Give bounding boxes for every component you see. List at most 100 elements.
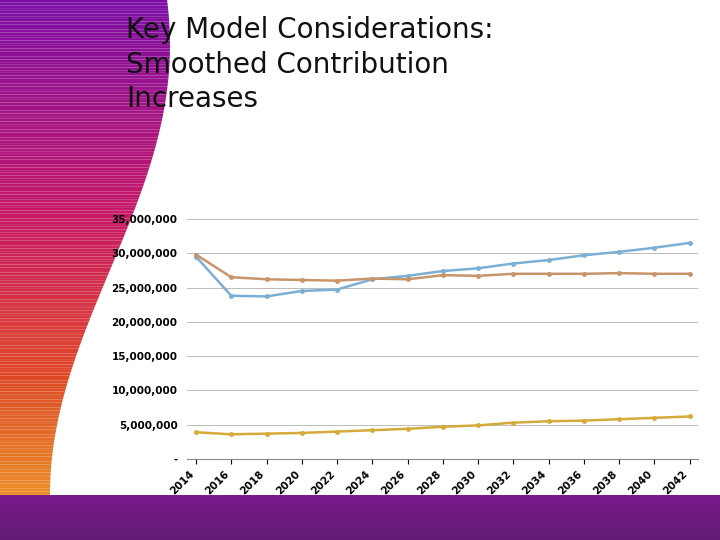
Polygon shape (0, 443, 54, 445)
Polygon shape (0, 534, 720, 536)
Polygon shape (0, 192, 141, 194)
Polygon shape (0, 454, 53, 456)
Polygon shape (0, 525, 720, 526)
Polygon shape (0, 418, 58, 421)
Polygon shape (0, 386, 66, 389)
Polygon shape (0, 54, 170, 57)
Polygon shape (0, 405, 61, 408)
Polygon shape (0, 178, 146, 181)
Tax Supported - Flat (615, 270, 624, 276)
Tax Supported - Smooth (544, 257, 553, 264)
Polygon shape (0, 159, 152, 162)
Rate Supported - Smooth (333, 428, 341, 435)
Tax Supported - Flat (227, 274, 235, 280)
Polygon shape (0, 162, 151, 165)
Polygon shape (0, 475, 50, 478)
Polygon shape (0, 518, 51, 521)
Polygon shape (0, 165, 150, 167)
Polygon shape (0, 329, 86, 332)
Tax Supported - Flat (685, 271, 694, 277)
Polygon shape (0, 400, 63, 402)
Polygon shape (0, 289, 102, 292)
Polygon shape (0, 251, 118, 254)
Polygon shape (0, 154, 153, 157)
Polygon shape (0, 184, 144, 186)
Tax Supported - Smooth (438, 268, 447, 274)
Rate Supported - Smooth (650, 415, 659, 421)
Polygon shape (0, 273, 109, 275)
Polygon shape (0, 275, 108, 278)
Polygon shape (0, 240, 122, 243)
Polygon shape (0, 427, 57, 429)
Polygon shape (0, 308, 94, 310)
Polygon shape (0, 3, 168, 5)
Tax Supported - Flat (403, 276, 412, 282)
Rate Supported - Smooth (509, 420, 518, 426)
Rate Supported - Smooth (262, 430, 271, 437)
Polygon shape (0, 504, 720, 505)
Polygon shape (0, 519, 720, 521)
Tax Supported - Flat (262, 276, 271, 282)
Polygon shape (0, 230, 127, 232)
Polygon shape (0, 536, 720, 537)
Polygon shape (0, 537, 720, 538)
Polygon shape (0, 478, 50, 481)
Text: Key Model Considerations:
Smoothed Contribution
Increases: Key Model Considerations: Smoothed Contr… (126, 16, 493, 113)
Tax Supported - Flat (368, 275, 377, 282)
Polygon shape (0, 127, 161, 130)
Polygon shape (0, 502, 50, 505)
Tax Supported - Flat (580, 271, 588, 277)
Polygon shape (0, 57, 170, 59)
Polygon shape (0, 181, 145, 184)
Tax Supported - Smooth (333, 286, 341, 293)
Rate Supported - Smooth (685, 413, 694, 420)
Polygon shape (0, 392, 65, 394)
Polygon shape (0, 505, 50, 508)
Polygon shape (0, 408, 60, 410)
Polygon shape (0, 248, 119, 251)
Polygon shape (0, 132, 159, 135)
Polygon shape (0, 5, 168, 8)
Polygon shape (0, 51, 170, 54)
Polygon shape (0, 86, 168, 89)
Polygon shape (0, 464, 51, 467)
Polygon shape (0, 302, 96, 305)
Polygon shape (0, 49, 170, 51)
Polygon shape (0, 528, 720, 530)
Polygon shape (0, 470, 51, 472)
Tax Supported - Flat (509, 271, 518, 277)
Polygon shape (0, 529, 52, 532)
Rate Supported - Smooth (192, 429, 200, 435)
Polygon shape (0, 227, 128, 229)
Rate Supported - Smooth (297, 430, 306, 436)
Polygon shape (0, 500, 720, 501)
Polygon shape (0, 489, 50, 491)
Line: Tax Supported - Flat: Tax Supported - Flat (194, 253, 691, 282)
Rate Supported - Smooth (438, 423, 447, 430)
Polygon shape (0, 146, 156, 148)
Polygon shape (0, 38, 170, 40)
Polygon shape (0, 30, 170, 32)
Polygon shape (0, 8, 168, 11)
Polygon shape (0, 286, 103, 289)
Polygon shape (0, 81, 168, 84)
Polygon shape (0, 297, 99, 300)
Polygon shape (0, 505, 720, 507)
Polygon shape (0, 76, 168, 78)
Polygon shape (0, 481, 50, 483)
Polygon shape (0, 108, 164, 111)
Tax Supported - Flat (438, 272, 447, 279)
Polygon shape (0, 167, 149, 170)
Polygon shape (0, 27, 170, 30)
Tax Supported - Smooth (192, 253, 200, 260)
Tax Supported - Smooth (615, 248, 624, 255)
Polygon shape (0, 495, 720, 496)
Polygon shape (0, 202, 138, 205)
Polygon shape (0, 524, 51, 526)
Polygon shape (0, 491, 50, 494)
Polygon shape (0, 522, 720, 523)
Polygon shape (0, 456, 52, 459)
Polygon shape (0, 507, 720, 509)
Polygon shape (0, 151, 154, 154)
Polygon shape (0, 14, 168, 16)
